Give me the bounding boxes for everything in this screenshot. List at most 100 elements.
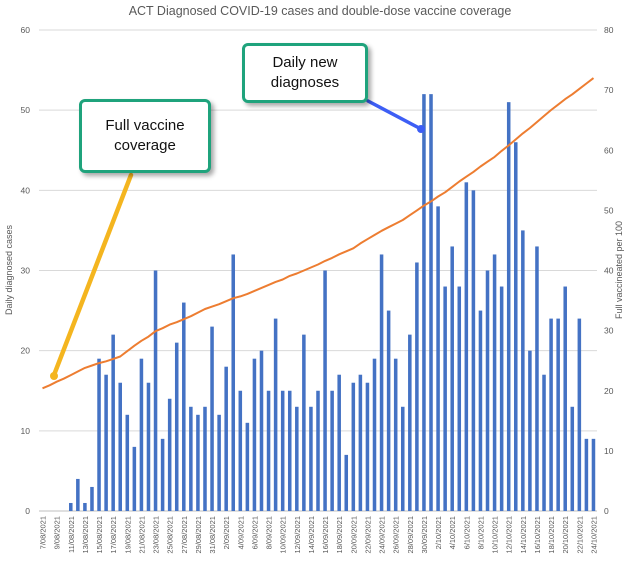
- bar: [464, 182, 469, 512]
- bar: [280, 390, 285, 511]
- bar: [521, 230, 525, 511]
- x-tick-label: 21/08/2021: [137, 516, 146, 554]
- bar: [76, 478, 80, 511]
- bar: [549, 318, 553, 511]
- right-tick-label: 80: [604, 25, 614, 35]
- x-tick-label: 4/10/2021: [448, 516, 457, 549]
- x-tick-label: 19/08/2021: [123, 516, 132, 554]
- bar: [535, 246, 539, 511]
- annotation-arrows: [50, 99, 425, 380]
- callout-full-vaccine-coverage: Full vaccine coverage: [79, 99, 211, 173]
- x-tick-label: 4/09/2021: [236, 516, 245, 549]
- x-tick-label: 22/09/2021: [363, 516, 372, 554]
- bar: [316, 390, 320, 511]
- right-axis-label: Full vaccineated per 100: [614, 221, 624, 319]
- x-tick-label: 11/08/2021: [67, 516, 76, 553]
- x-axis-ticks: 7/08/2021 9/08/2021 11/08/2021 13/08/2021 15…: [39, 516, 599, 554]
- bar-series: [69, 94, 596, 512]
- x-tick-label: 15/08/2021: [95, 516, 104, 554]
- vaccine-arrow-head: [50, 372, 58, 380]
- x-tick-label: 6/09/2021: [250, 516, 259, 549]
- bar: [295, 406, 299, 511]
- x-tick-label: 2/10/2021: [434, 516, 443, 549]
- chart-title: ACT Diagnosed COVID-19 cases and double-…: [129, 4, 512, 18]
- bar: [259, 350, 264, 511]
- bar: [125, 414, 130, 511]
- bar: [443, 286, 447, 511]
- x-tick-label: 31/08/2021: [208, 516, 217, 554]
- bar: [584, 438, 589, 511]
- x-tick-label: 30/09/2021: [420, 516, 429, 554]
- bar: [429, 94, 433, 511]
- x-tick-label: 29/08/2021: [194, 516, 203, 554]
- right-tick-label: 60: [604, 145, 614, 155]
- x-tick-label: 7/08/2021: [39, 516, 48, 549]
- bar: [196, 414, 200, 511]
- bar: [111, 334, 115, 511]
- x-tick-label: 2/09/2021: [222, 516, 231, 549]
- bar: [302, 334, 306, 511]
- callout-daily-new-diagnoses: Daily new diagnoses: [242, 43, 368, 103]
- x-tick-label: 24/10/2021: [590, 516, 599, 554]
- bar: [132, 446, 137, 511]
- bar: [153, 270, 158, 511]
- bar: [182, 302, 186, 511]
- x-tick-label: 23/08/2021: [152, 516, 161, 554]
- x-tick-label: 8/09/2021: [265, 516, 274, 549]
- bar: [273, 318, 278, 511]
- bar: [139, 358, 144, 511]
- bar: [217, 414, 221, 511]
- right-tick-label: 30: [604, 326, 614, 336]
- bar: [224, 366, 228, 511]
- bar: [485, 270, 490, 511]
- x-tick-label: 12/10/2021: [505, 516, 514, 554]
- bar: [146, 382, 151, 511]
- x-tick-label: 18/09/2021: [335, 516, 344, 554]
- bar: [344, 454, 349, 511]
- bar: [231, 254, 236, 511]
- bar: [238, 390, 243, 511]
- right-tick-label: 0: [604, 506, 609, 516]
- bar: [309, 406, 313, 511]
- bar: [478, 310, 483, 511]
- bar: [471, 190, 476, 512]
- left-axis-label: Daily diagnosed cases: [4, 224, 14, 315]
- bar: [542, 374, 546, 511]
- bar: [69, 502, 73, 511]
- bar: [528, 350, 532, 511]
- daily-arrow: [366, 99, 423, 131]
- bar: [457, 286, 462, 511]
- daily-arrow-head: [417, 125, 425, 133]
- bar: [556, 318, 560, 511]
- bar: [358, 374, 363, 511]
- right-axis-ticks: 0 10 20 30 40 50 60 70 80: [604, 25, 614, 516]
- x-tick-label: 10/10/2021: [491, 516, 500, 554]
- bar: [245, 422, 250, 511]
- bar: [393, 358, 398, 511]
- bar: [570, 406, 575, 511]
- right-tick-label: 20: [604, 386, 614, 396]
- x-tick-label: 24/09/2021: [378, 516, 387, 554]
- x-tick-label: 22/10/2021: [575, 516, 584, 554]
- bar: [563, 286, 567, 511]
- x-tick-label: 20/10/2021: [561, 516, 570, 554]
- bar: [337, 374, 341, 511]
- bar: [514, 142, 518, 511]
- x-tick-label: 14/10/2021: [519, 516, 528, 554]
- bar: [492, 254, 497, 511]
- bar: [83, 502, 87, 511]
- bar: [330, 390, 334, 511]
- x-tick-label: 13/08/2021: [81, 516, 90, 554]
- right-tick-label: 40: [604, 266, 614, 276]
- bar: [499, 286, 504, 511]
- bar: [372, 358, 377, 511]
- bar: [167, 398, 172, 511]
- left-tick-label: 30: [21, 266, 31, 276]
- x-tick-label: 27/08/2021: [180, 516, 189, 554]
- bar: [506, 102, 511, 512]
- left-tick-label: 10: [21, 426, 31, 436]
- bar: [351, 382, 356, 511]
- bar: [436, 206, 440, 511]
- x-tick-label: 12/09/2021: [293, 516, 302, 554]
